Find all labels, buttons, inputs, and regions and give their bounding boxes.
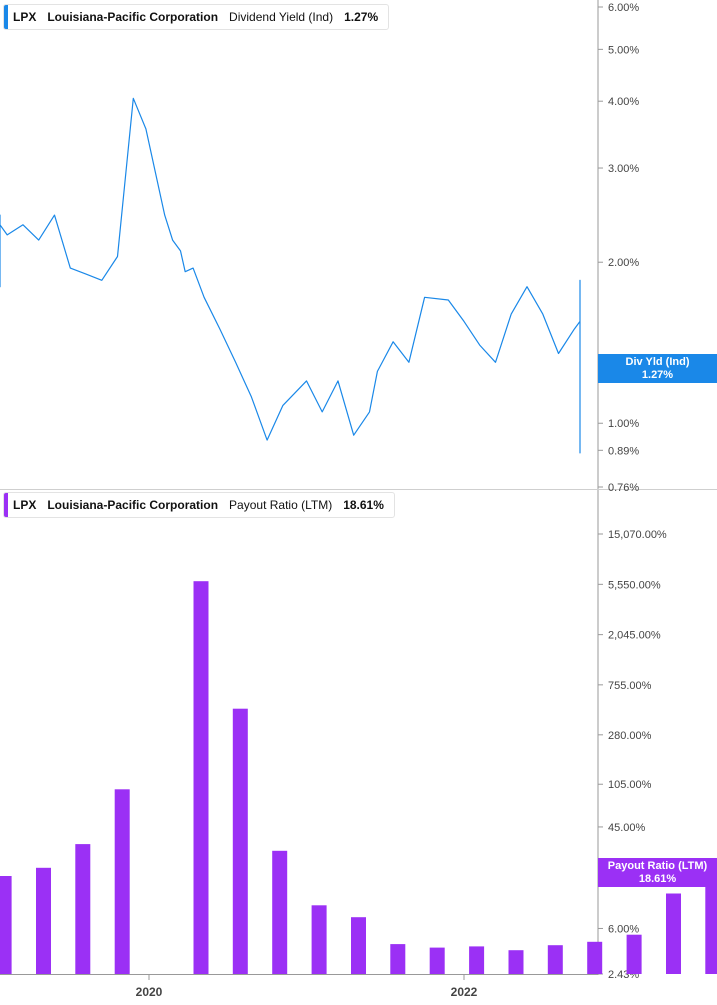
- top-y-tick-label: 0.76%: [608, 482, 639, 494]
- top-y-tick-label: 3.00%: [608, 163, 639, 175]
- bottom-legend-value: 18.61%: [343, 498, 384, 512]
- bottom-y-tick-label: 5,550.00%: [608, 579, 661, 591]
- top-y-axis: 6.00% 5.00% 4.00% 3.00% 2.00% 1.00% 0.89% 0.76%: [598, 2, 639, 494]
- bottom-legend-company: Louisiana-Pacific Corporation: [47, 498, 219, 512]
- payout-ratio-tag-label: Payout Ratio (LTM): [607, 859, 708, 872]
- payout-ratio-bar: [193, 581, 209, 974]
- dividend-yield-tag-label: Div Yld (Ind): [625, 355, 690, 368]
- payout-ratio-bar: [705, 860, 717, 974]
- top-y-tick-label: 1.00%: [608, 418, 639, 430]
- bottom-y-tick-label: 45.00%: [608, 822, 646, 834]
- top-legend-color-bar: [4, 5, 8, 29]
- payout-ratio-bar: [429, 947, 445, 974]
- top-legend-company: Louisiana-Pacific Corporation: [47, 10, 219, 24]
- bottom-y-tick-label: 105.00%: [608, 779, 652, 791]
- payout-ratio-bar: [508, 950, 524, 974]
- top-y-tick-label: 5.00%: [608, 44, 639, 56]
- payout-ratio-bar: [626, 934, 642, 974]
- payout-ratio-tag-value: 18.61%: [638, 872, 677, 885]
- payout-ratio-bar: [351, 917, 366, 974]
- payout-ratio-bar: [0, 876, 12, 974]
- x-axis: 202020222024: [136, 975, 478, 999]
- bottom-y-axis: 15,070.00% 5,550.00% 2,045.00% 755.00% 280.0…: [598, 529, 667, 981]
- bottom-y-tick-label: 2,045.00%: [608, 630, 661, 642]
- bottom-legend-color-bar: [4, 493, 8, 517]
- bottom-y-tick-label: 15,070.00%: [608, 529, 667, 541]
- payout-ratio-value-tag: Payout Ratio (LTM) 18.61%: [598, 858, 717, 887]
- payout-ratio-bar: [311, 905, 327, 974]
- payout-ratio-bar: [666, 893, 681, 974]
- payout-ratio-bar: [469, 946, 485, 974]
- top-y-tick-label: 4.00%: [608, 96, 639, 108]
- payout-ratio-bar: [114, 789, 130, 974]
- top-legend-metric: Dividend Yield (Ind): [229, 10, 334, 24]
- top-legend: LPX Louisiana-Pacific Corporation Divide…: [3, 4, 390, 30]
- payout-ratio-bar: [36, 867, 51, 974]
- top-y-tick-label: 6.00%: [608, 2, 639, 14]
- bottom-y-tick-label: 6.00%: [608, 923, 639, 935]
- dividend-yield-line: [0, 97, 581, 454]
- bottom-legend-metric: Payout Ratio (LTM): [229, 498, 333, 512]
- payout-ratio-bar: [587, 941, 603, 974]
- top-legend-ticker: LPX: [13, 10, 37, 24]
- payout-ratio-bar: [232, 708, 248, 974]
- bottom-y-tick-label: 755.00%: [608, 680, 652, 692]
- payout-ratio-bar: [547, 945, 563, 974]
- payout-ratio-bars: [0, 581, 717, 974]
- top-legend-value: 1.27%: [344, 10, 379, 24]
- dividend-yield-tag-value: 1.27%: [641, 368, 674, 381]
- top-y-tick-label: 0.89%: [608, 445, 639, 457]
- payout-ratio-bar: [390, 944, 406, 974]
- bottom-y-tick-label: 280.00%: [608, 730, 652, 742]
- bottom-legend: LPX Louisiana-Pacific Corporation Payout…: [3, 492, 395, 518]
- x-tick-label: 2020: [136, 985, 163, 999]
- top-y-tick-label: 2.00%: [608, 257, 639, 269]
- payout-ratio-bar: [75, 844, 91, 974]
- dividend-yield-value-tag: Div Yld (Ind) 1.27%: [598, 354, 717, 383]
- bottom-legend-ticker: LPX: [13, 498, 37, 512]
- x-tick-label: 2022: [451, 985, 478, 999]
- payout-ratio-bar: [272, 850, 288, 974]
